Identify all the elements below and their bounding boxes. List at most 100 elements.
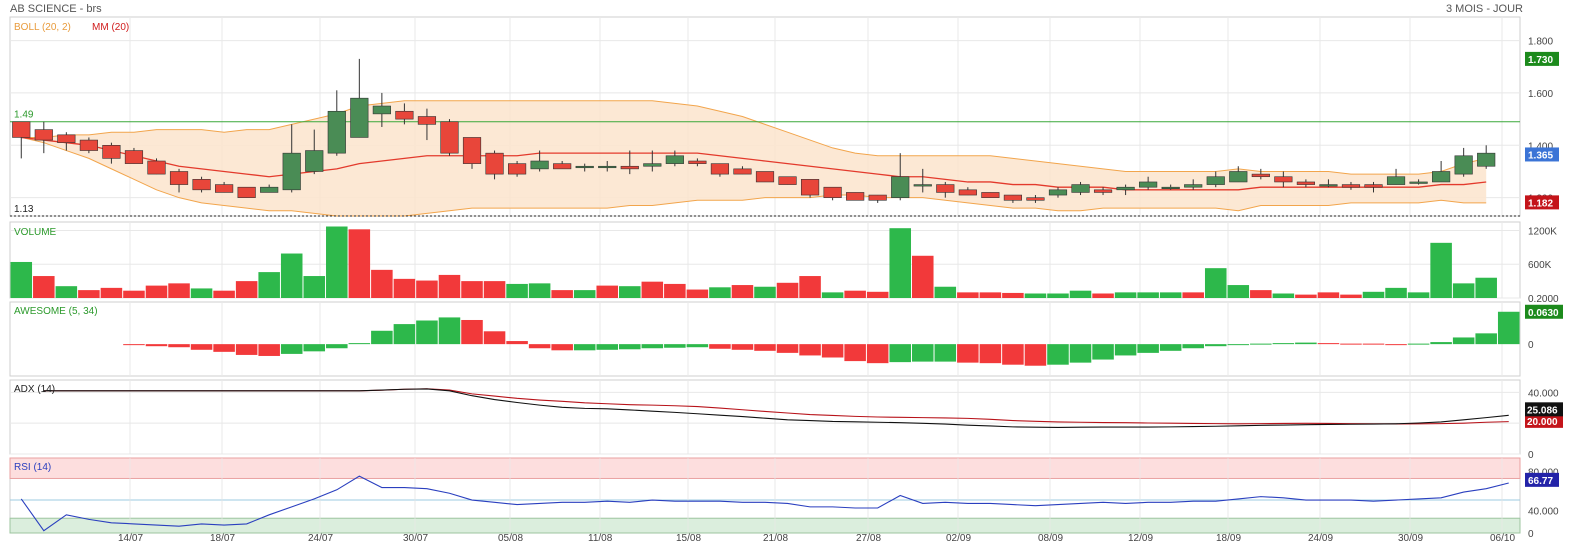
x-tick-label: 05/08 [498,533,523,544]
candle [1454,147,1473,177]
candle-body [12,121,31,138]
volume-bar [1069,290,1092,298]
volume-bar [911,255,934,298]
candle [1026,195,1045,203]
candle [440,119,459,156]
rsi-tick-label: 40.000 [1528,506,1559,517]
volume-bar [1159,292,1182,298]
candle-body [1432,171,1451,183]
hline-high-label: 1.49 [14,110,34,121]
volume-bar [1362,291,1385,298]
adx-tick-label: 40.000 [1528,388,1559,399]
price-tick-label: 1.600 [1528,89,1553,100]
awesome-bar [754,344,776,351]
candle [1184,179,1203,190]
candle-body [1026,197,1045,201]
candle-body [1341,184,1361,188]
candle-body [620,165,639,170]
volume-bar [280,253,303,298]
candle-body [800,179,820,196]
awesome-bar [686,344,709,348]
hline-low-label: 1.13 [14,204,34,215]
candle [1341,181,1361,190]
awesome-bar [483,331,506,345]
volume-bar [145,285,168,298]
x-tick-label: 15/08 [676,533,701,544]
volume-bar [100,287,123,298]
rsi-tag: 66.77 [1528,476,1553,487]
volume-bar [1182,292,1204,298]
pane-frame [9,301,1521,377]
candle-body [350,97,369,138]
awesome-bar [1385,344,1407,346]
chart-period[interactable]: 3 MOIS - JOUR [1445,3,1523,15]
candle [913,168,932,193]
candle [124,147,144,164]
adx-line [43,388,1509,429]
volume-bar [1092,293,1114,298]
price-tick-label: 1.400 [1528,141,1553,152]
candle-body [440,121,459,154]
volume-bar [1452,283,1475,298]
price-tag: 1.730 [1528,55,1553,66]
awesome-bar [1069,344,1092,363]
candle-body [1251,173,1270,178]
candle-body [147,160,166,175]
candle [12,121,31,159]
awesome-bar [393,324,416,345]
x-tick-label: 30/09 [1398,533,1423,544]
awesome-bar [821,344,844,358]
volume-bar [371,269,393,298]
awesome-bar [213,344,235,352]
candle-body [192,179,211,191]
adx-tag-bg [1525,413,1563,428]
volume-bar [483,281,506,298]
volume-bar [619,286,641,298]
candle [1409,179,1428,185]
rsi-overbought-zone [9,457,1521,479]
volume-bar [78,290,100,298]
candle [800,179,820,198]
volume-bar [821,292,844,298]
legend-rsi: RSI (14) [14,462,51,473]
awesome-bar [776,344,799,353]
volume-bar [1475,277,1497,298]
candle-body [1386,176,1406,185]
candle [778,176,797,185]
volume-bar [326,226,348,298]
volume-bar [461,281,483,298]
legend-adx: ADX (14) [14,384,55,395]
candle [1048,187,1068,198]
awesome-bar [123,344,145,346]
volume-bar [1024,293,1047,298]
x-tick-label: 08/09 [1038,533,1063,544]
volume-bar [55,286,78,298]
awesome-bar [957,344,979,363]
candle [1093,187,1113,196]
adx-tag: 25.086 [1527,405,1558,416]
volume-bar [709,287,731,298]
candle [868,194,887,203]
candle-body [372,105,391,115]
awesome-bar [1182,344,1204,349]
candle-body [733,168,752,175]
candle [102,142,121,164]
awesome-bar [911,344,934,362]
volume-bar [1407,292,1430,298]
volume-bar [573,290,596,298]
candle-body [124,150,144,164]
candle-body [1274,176,1293,183]
volume-bar [866,291,889,298]
candle-body [913,184,932,187]
candle [395,103,414,125]
awesome-bar [258,344,280,356]
volume-tick-label: 1200K [1528,226,1557,237]
bollinger-upper [21,100,1487,175]
volume-bar [1002,292,1024,298]
volume-bar [844,290,866,298]
candle-body [260,186,279,193]
x-tick-label: 30/07 [403,533,428,544]
volume-bar [258,272,280,298]
candle-body [1071,184,1090,193]
